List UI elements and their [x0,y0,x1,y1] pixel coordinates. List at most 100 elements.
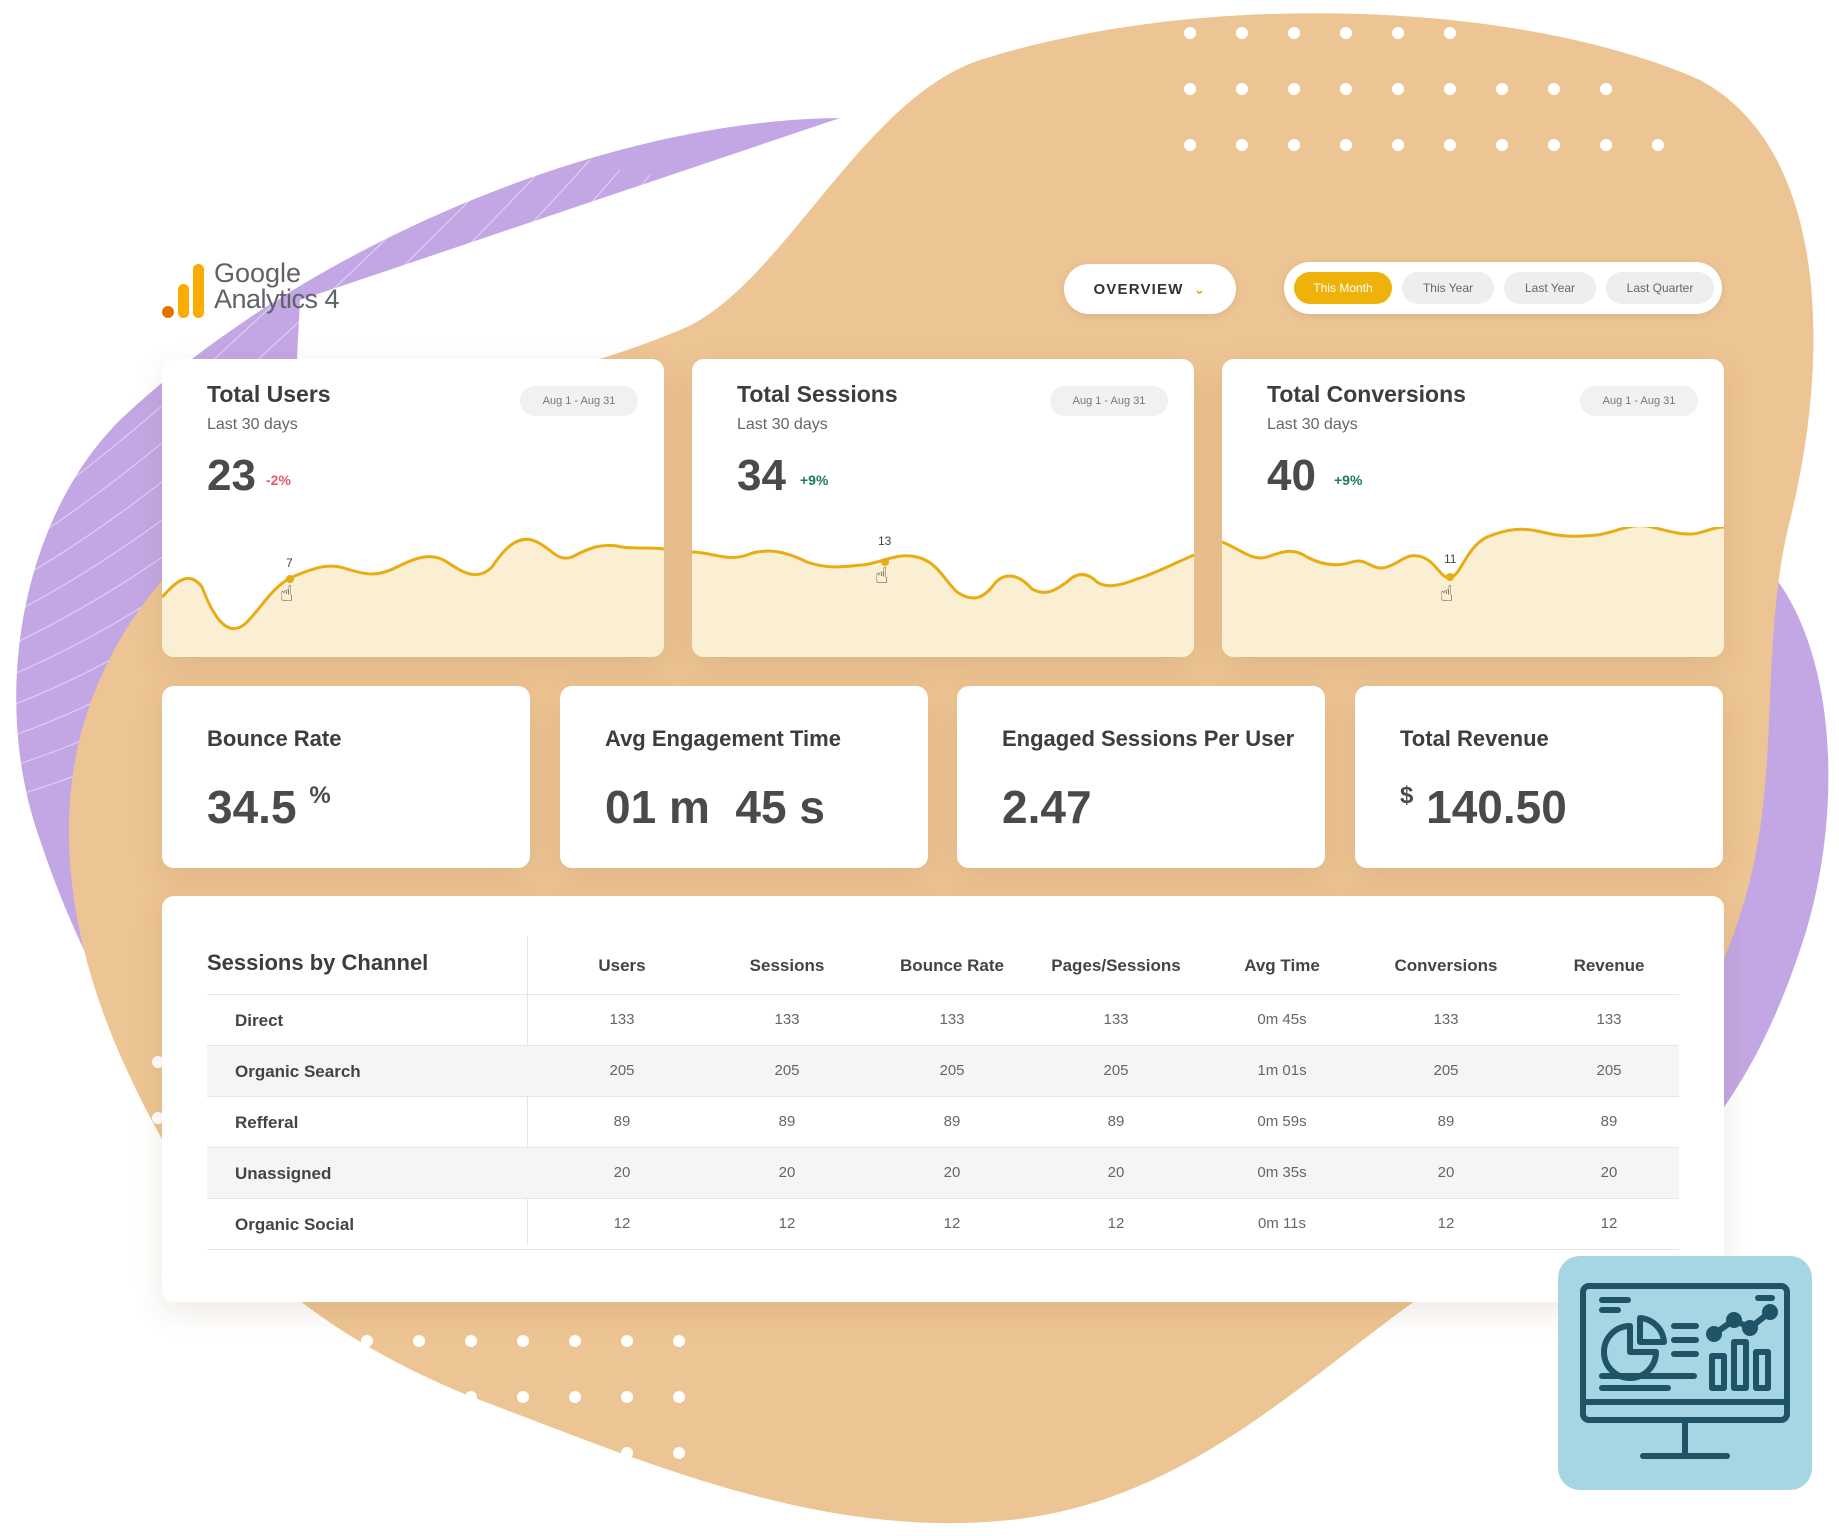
cell: 20 [778,1164,796,1181]
cell: 89 [778,1113,796,1130]
cell: 133 [1596,1011,1622,1028]
tab-last-quarter[interactable]: Last Quarter [1606,272,1714,304]
cell: 89 [1437,1113,1455,1130]
cell: 12 [1600,1215,1618,1232]
currency-symbol: $ [1400,782,1414,809]
metric-value: 01 m 45 s [605,781,825,833]
cell: 0m 59s [1257,1113,1307,1130]
change-badge: +9% [800,472,829,488]
cell: 205 [774,1062,800,1079]
cell: 133 [609,1011,635,1028]
channel-name: Unassigned [235,1164,332,1183]
metric-number: 140.50 [1426,781,1567,833]
cell: 89 [943,1113,961,1130]
cell: 133 [1103,1011,1129,1028]
cell: 205 [609,1062,635,1079]
tab-this-month[interactable]: This Month [1294,272,1392,304]
cell: 12 [613,1215,631,1232]
cell: 12 [778,1215,796,1232]
card-value: 23 [207,451,256,500]
col-header[interactable]: Bounce Rate [900,956,1004,975]
card-value: 34 [737,451,786,500]
cell: 20 [1600,1164,1618,1181]
channel-name: Organic Search [235,1062,361,1081]
total-conversions-card: Total Conversions Last 30 days 40 +9% Au… [1222,359,1724,657]
cell: 205 [1103,1062,1129,1079]
cell: 89 [613,1113,631,1130]
period-selector: This Month This Year Last Year Last Quar… [1284,262,1722,314]
card-subtitle: Last 30 days [1267,416,1358,433]
table-header: Sessions by Channel Users Sessions Bounc… [207,936,1679,995]
total-sessions-card: Total Sessions Last 30 days 34 +9% Aug 1… [692,359,1194,657]
table-row[interactable]: Organic Search 205 205 205 205 1m 01s 20… [207,1046,1679,1097]
cell: 12 [1107,1215,1125,1232]
avg-engagement-time-card: Avg Engagement Time 01 m 45 s [560,686,928,868]
date-range-pill[interactable]: Aug 1 - Aug 31 [520,386,638,416]
table-row[interactable]: Unassigned 20 20 20 20 0m 35s 20 20 [207,1148,1679,1199]
analytics-bars-icon [162,264,204,318]
cell: 133 [1433,1011,1459,1028]
table-row[interactable]: Refferal 89 89 89 89 0m 59s 89 89 [207,1097,1679,1148]
col-header[interactable]: Revenue [1573,956,1645,975]
marker-label: 13 [878,534,892,548]
metric-title: Total Revenue [1400,726,1549,751]
logo-text-analytics: Analytics 4 [214,284,340,314]
cell: 20 [1437,1164,1455,1181]
hand-pointer-icon: ☝ [1440,581,1453,606]
cell: 89 [1600,1113,1618,1130]
cell: 133 [939,1011,965,1028]
cell: 12 [943,1215,961,1232]
date-range-pill[interactable]: Aug 1 - Aug 31 [1580,386,1698,416]
hand-pointer-icon: ☝ [875,563,888,588]
cell: 205 [1433,1062,1459,1079]
col-header[interactable]: Sessions [749,956,825,975]
chevron-down-icon: ⌄ [1193,280,1207,297]
cell: 205 [939,1062,965,1079]
dashboard-monitor-icon [1580,1283,1790,1459]
overview-dropdown[interactable]: OVERVIEW ⌄ [1064,264,1236,314]
cell: 205 [1596,1062,1622,1079]
cell: 20 [1107,1164,1125,1181]
marker-label: 11 [1444,552,1457,566]
tab-last-year[interactable]: Last Year [1504,272,1596,304]
cell: 0m 35s [1257,1164,1307,1181]
cell: 0m 45s [1257,1011,1307,1028]
channel-name: Organic Social [235,1215,355,1234]
tab-this-year[interactable]: This Year [1402,272,1494,304]
dot-pattern-bottom [100,1056,685,1459]
metric-title: Bounce Rate [207,726,342,751]
marker-label: 7 [286,556,293,570]
table-row[interactable]: Direct 133 133 133 133 0m 45s 133 133 [207,995,1679,1046]
overview-label: OVERVIEW [1093,280,1184,298]
engaged-sessions-card: Engaged Sessions Per User 2.47 [957,686,1325,868]
card-title: Total Conversions [1267,381,1466,407]
card-title: Total Sessions [737,381,898,407]
col-header[interactable]: Conversions [1394,956,1498,975]
card-value: 40 [1267,451,1316,500]
date-range-pill[interactable]: Aug 1 - Aug 31 [1050,386,1168,416]
col-header[interactable]: Avg Time [1244,956,1320,975]
metric-value: 2.47 [1002,781,1092,833]
hand-pointer-icon: ☝ [280,581,293,606]
metric-title: Avg Engagement Time [605,726,841,751]
cell: 0m 11s [1257,1215,1307,1232]
card-subtitle: Last 30 days [737,416,828,433]
sessions-table: Sessions by Channel Users Sessions Bounc… [207,936,1679,1250]
total-revenue-card: Total Revenue $ 140.50 [1355,686,1723,868]
sessions-by-channel-card: Sessions by Channel Users Sessions Bounc… [162,896,1724,1302]
metric-value: 34.5 % [207,780,331,834]
table-row[interactable]: Organic Social 12 12 12 12 0m 11s 12 12 [207,1199,1679,1250]
cell: 20 [613,1164,631,1181]
users-sparkline: 7 ☝ [162,537,664,657]
col-header[interactable]: Users [598,956,646,975]
metric-value: $ 140.50 [1400,780,1567,834]
channel-name: Direct [235,1011,284,1030]
card-subtitle: Last 30 days [207,416,298,433]
cell: 20 [943,1164,961,1181]
percent-symbol: % [309,782,331,809]
total-users-card: Total Users Last 30 days 23 -2% Aug 1 - … [162,359,664,657]
channel-name: Refferal [235,1113,299,1132]
card-title: Total Users [207,381,331,407]
dot-pattern-top [1184,27,1664,151]
col-header[interactable]: Pages/Sessions [1051,956,1181,975]
